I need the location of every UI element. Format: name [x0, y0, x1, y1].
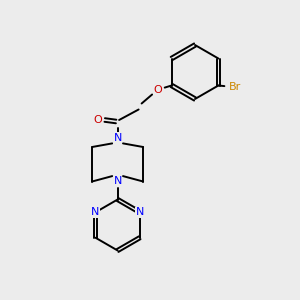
Text: Br: Br	[229, 82, 241, 92]
Text: N: N	[91, 207, 100, 217]
Text: N: N	[113, 176, 122, 187]
Text: N: N	[113, 133, 122, 143]
Text: N: N	[136, 207, 144, 217]
Text: O: O	[154, 85, 163, 95]
Text: O: O	[94, 115, 103, 125]
